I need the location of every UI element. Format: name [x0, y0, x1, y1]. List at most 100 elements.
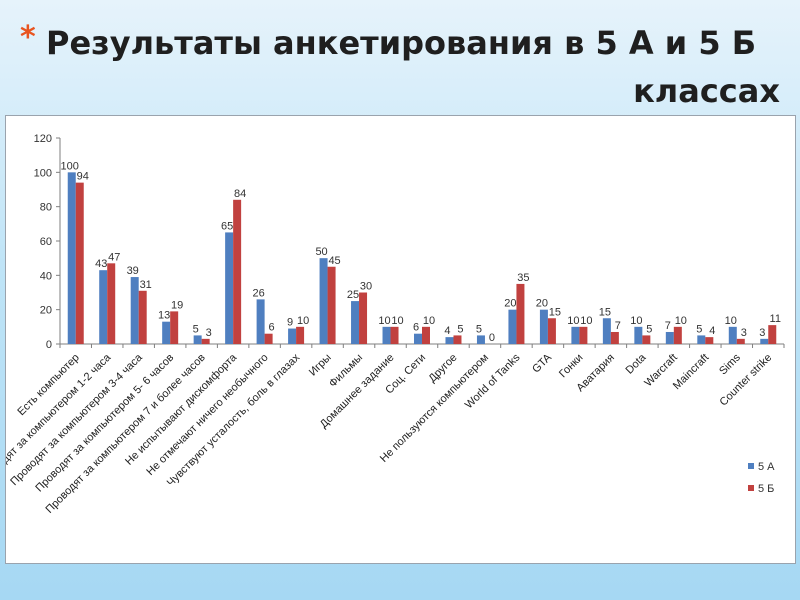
bar-series-b — [453, 335, 462, 344]
title-line-2: классах — [633, 72, 780, 110]
bar-series-a — [382, 326, 391, 344]
bar-series-b — [642, 335, 651, 344]
legend-swatch — [748, 485, 754, 491]
data-label: 5 — [193, 323, 199, 335]
data-label: 0 — [489, 332, 495, 344]
x-category-label: Игры — [307, 352, 334, 379]
legend-swatch — [748, 463, 754, 469]
bar-series-a — [602, 318, 611, 344]
slide-title: * Результаты анкетирования в 5 А и 5 Б к… — [20, 14, 780, 114]
data-label: 10 — [567, 315, 579, 327]
data-label: 20 — [536, 298, 548, 310]
bar-series-a — [665, 331, 674, 344]
data-label: 50 — [315, 246, 327, 258]
bar-series-a — [508, 309, 517, 344]
data-label: 9 — [287, 317, 293, 329]
y-tick-label: 40 — [40, 270, 52, 282]
bar-series-a — [162, 321, 171, 344]
x-category-label: Гонки — [557, 352, 586, 381]
y-tick-label: 0 — [46, 339, 52, 351]
data-label: 26 — [252, 287, 264, 299]
y-tick-label: 20 — [40, 305, 52, 317]
data-label: 30 — [360, 281, 372, 293]
data-label: 10 — [580, 315, 592, 327]
data-label: 6 — [269, 322, 275, 334]
bar-series-b — [768, 325, 777, 344]
data-label: 6 — [413, 322, 419, 334]
bar-series-b — [264, 333, 273, 344]
bar-series-b — [75, 182, 84, 344]
data-label: 5 — [646, 323, 652, 335]
bar-series-b — [673, 326, 682, 344]
bar-series-b — [201, 338, 210, 344]
bar-series-b — [390, 326, 399, 344]
bar-series-a — [697, 335, 706, 344]
data-label: 10 — [630, 315, 642, 327]
data-label: 3 — [741, 327, 747, 339]
data-label: 4 — [709, 325, 715, 337]
data-label: 11 — [770, 313, 781, 325]
data-label: 94 — [77, 171, 89, 183]
bar-series-a — [225, 232, 234, 344]
data-label: 100 — [61, 160, 79, 172]
bar-series-b — [138, 290, 147, 344]
bar-series-a — [319, 258, 328, 344]
bar-series-a — [99, 270, 108, 344]
data-label: 3 — [759, 327, 765, 339]
data-label: 4 — [444, 325, 450, 337]
data-label: 39 — [127, 265, 139, 277]
x-category-label: Проводят за компьютером 3-4 часа — [8, 351, 145, 488]
bar-series-b — [610, 331, 619, 344]
y-tick-label: 120 — [34, 133, 52, 145]
bar-series-b — [705, 337, 714, 344]
title-line-1: Результаты анкетирования в 5 А и 5 Б — [46, 24, 757, 62]
x-category-label: Sims — [717, 351, 743, 377]
data-label: 7 — [615, 320, 621, 332]
chart-area: 0 20 40 60 80 100 120 100 94 Есть компьютер 43 47 Пр… — [0, 115, 796, 564]
title-bullet-star: * — [20, 20, 36, 55]
data-label: 5 — [696, 323, 702, 335]
bar-series-b — [327, 266, 336, 344]
data-label: 3 — [206, 327, 212, 339]
bar-series-b — [107, 263, 116, 344]
data-label: 10 — [378, 315, 390, 327]
x-category-label: World of Tanks — [463, 351, 523, 411]
bar-series-b — [170, 311, 179, 344]
legend-label: 5 Б — [758, 483, 774, 495]
bar-series-a — [571, 326, 580, 344]
data-label: 10 — [675, 315, 687, 327]
bar-series-a — [539, 309, 548, 344]
data-label: 20 — [504, 298, 516, 310]
bar-series-a — [414, 333, 422, 344]
data-label: 7 — [665, 320, 671, 332]
data-label: 15 — [599, 306, 611, 318]
bar-series-a — [351, 301, 360, 344]
bar-series-b — [579, 326, 588, 344]
data-label: 5 — [476, 323, 482, 335]
data-label: 35 — [517, 272, 529, 284]
bar-series-a — [288, 328, 297, 344]
data-label: 19 — [171, 299, 183, 311]
bar-series-a — [728, 326, 737, 344]
data-label: 43 — [95, 258, 107, 270]
x-category-label: Dota — [624, 351, 650, 377]
bar-series-b — [516, 283, 525, 344]
data-label: 31 — [140, 279, 152, 291]
x-category-label: GTA — [530, 351, 554, 375]
bar-series-a — [476, 335, 485, 344]
data-label: 5 — [457, 323, 463, 335]
legend-label: 5 А — [758, 461, 775, 473]
data-label: 10 — [391, 315, 403, 327]
data-label: 25 — [347, 289, 359, 301]
bar-series-b — [422, 326, 430, 344]
bar-series-a — [130, 277, 139, 344]
bar-series-a — [445, 337, 454, 344]
data-label: 45 — [328, 255, 340, 267]
bar-series-b — [359, 292, 368, 344]
bar-series-b — [547, 318, 556, 344]
bar-series-a — [67, 172, 76, 344]
bar-series-a — [193, 335, 202, 344]
y-tick-label: 100 — [34, 167, 52, 179]
bar-series-b — [233, 199, 242, 344]
